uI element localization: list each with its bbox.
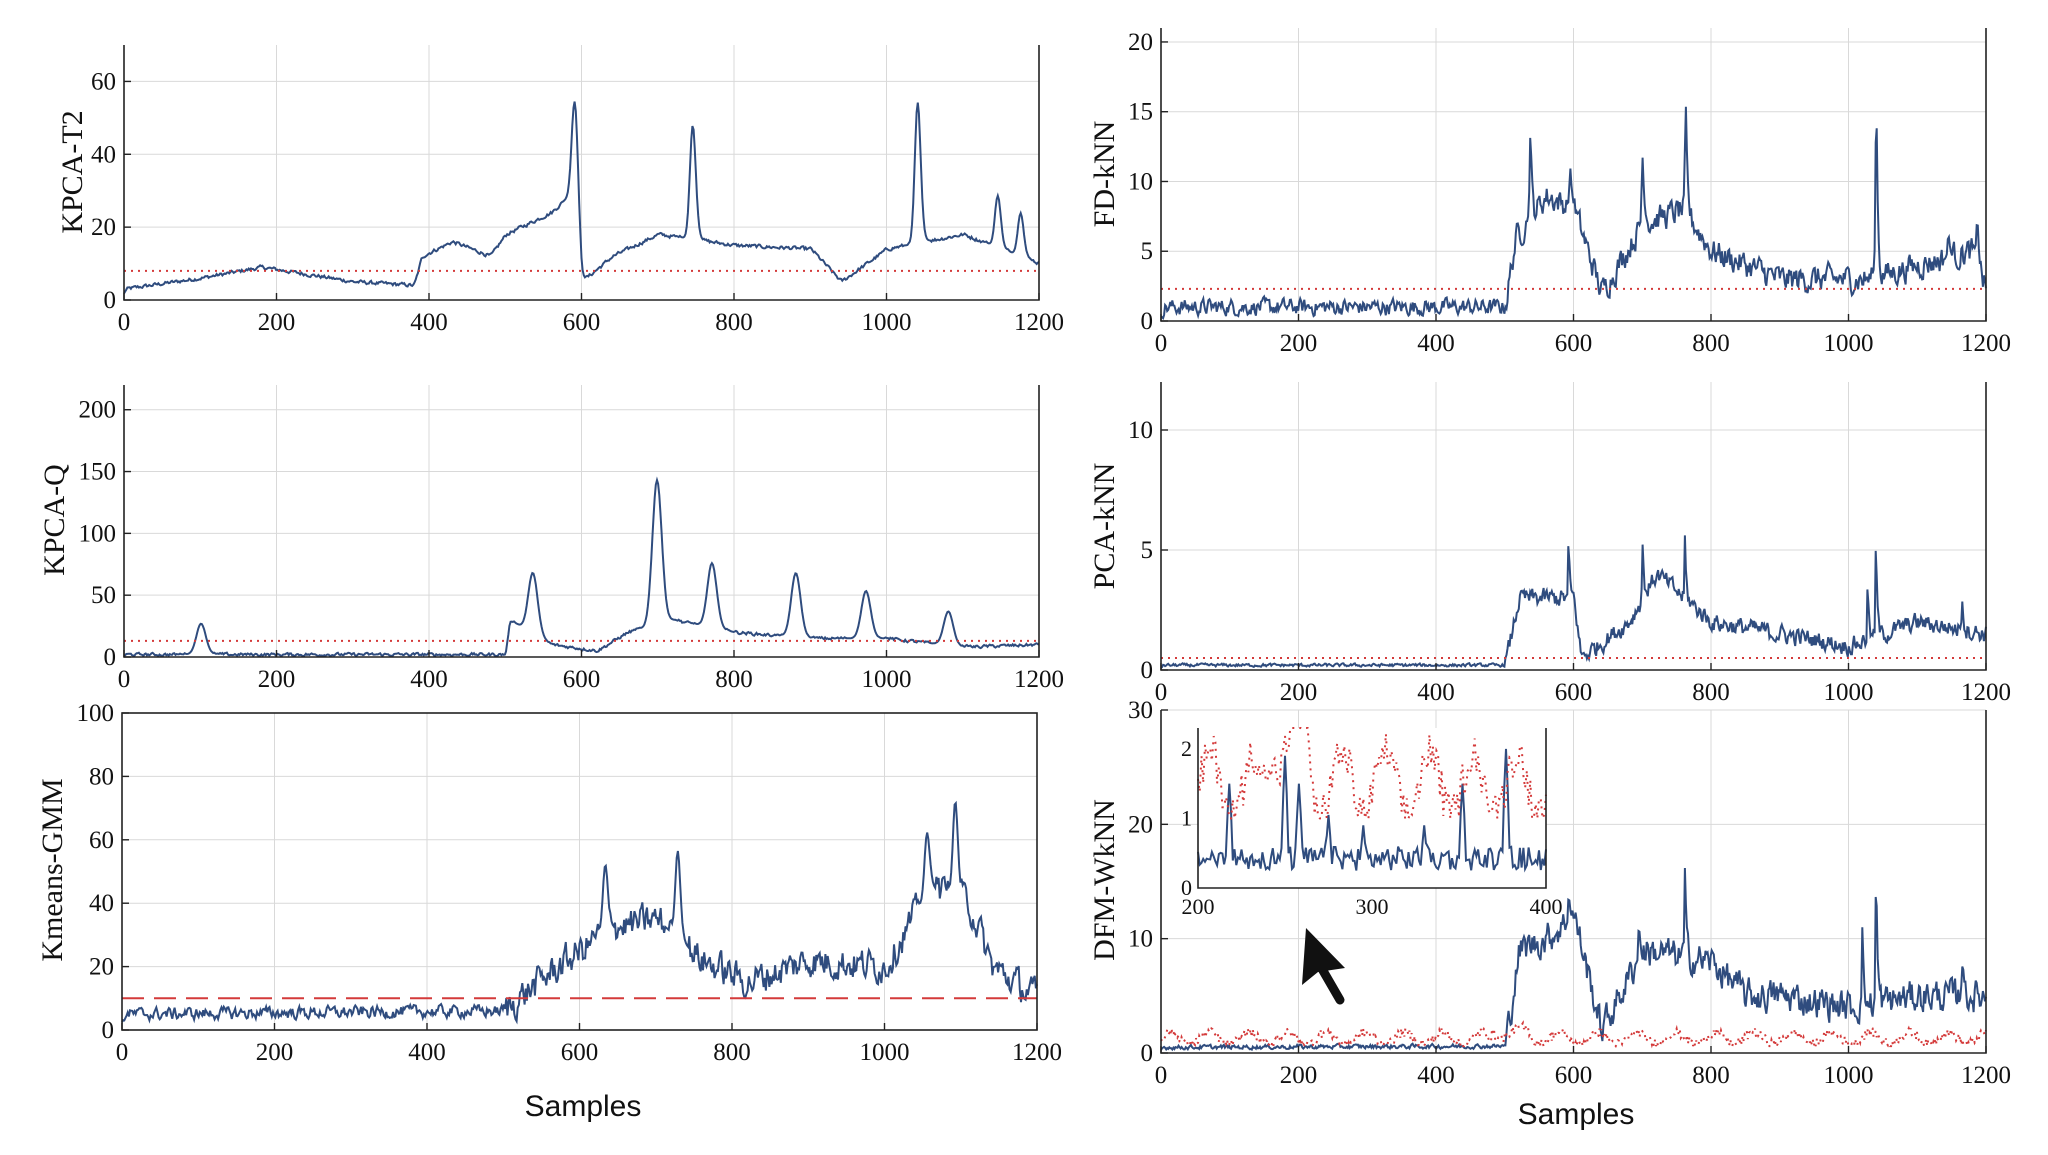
x-tick-label: 0 (118, 309, 131, 336)
y-tick-label: 10 (1128, 417, 1153, 444)
x-tick-label: 600 (1555, 1062, 1593, 1089)
inset-y-tick-label: 1 (1181, 805, 1192, 830)
x-tick-label: 1200 (1961, 330, 2011, 357)
x-tick-label: 1000 (1824, 679, 1874, 706)
ylabel-pca-knn: PCA-kNN (1088, 463, 1121, 590)
x-tick-label: 400 (1417, 330, 1455, 357)
ylabel-kpca-q: KPCA-Q (38, 464, 71, 576)
x-tick-label: 600 (1555, 679, 1593, 706)
y-tick-label: 15 (1128, 99, 1153, 126)
x-tick-label: 800 (713, 1039, 751, 1066)
x-tick-label: 200 (256, 1039, 294, 1066)
series-line (123, 101, 1040, 295)
inset-y-tick-label: 0 (1181, 875, 1192, 900)
y-tick-label: 40 (91, 141, 116, 168)
y-tick-label: 20 (1128, 811, 1153, 838)
chart-kpca-t2: 0 200 400 600 800 1000 1200 0 20 40 60 (91, 45, 1064, 336)
chart-fd-knn: 0 200 400 600 800 1000 1200 0 5 10 15 20 (1128, 28, 2011, 357)
x-tick-label: 800 (715, 666, 753, 693)
x-tick-label: 200 (1280, 330, 1318, 357)
chart-kpca-q: 0 200 400 600 800 1000 1200 0 50 100 150 200 (79, 385, 1064, 693)
y-tick-label: 200 (79, 397, 117, 424)
inset-series-line (1197, 748, 1547, 873)
x-tick-label: 200 (1280, 679, 1318, 706)
chart-kmeans-gmm: 0 200 400 600 800 1000 1200 0 20 40 60 80 100 (77, 700, 1063, 1066)
x-tick-label: 0 (1155, 1062, 1168, 1089)
x-tick-label: 0 (116, 1039, 129, 1066)
inset-x-tick-label: 200 (1182, 894, 1215, 919)
ylabel-kmeans-gmm: Kmeans-GMM (36, 778, 69, 961)
x-tick-label: 1200 (1961, 679, 2011, 706)
x-tick-label: 1200 (1014, 309, 1064, 336)
y-tick-label: 0 (1141, 308, 1154, 335)
x-tick-label: 1200 (1012, 1039, 1062, 1066)
x-tick-label: 600 (1555, 330, 1593, 357)
inset-x-tick-label: 400 (1530, 894, 1563, 919)
x-tick-label: 1000 (1824, 1062, 1874, 1089)
x-tick-label: 400 (408, 1039, 446, 1066)
x-tick-label: 800 (715, 309, 753, 336)
x-tick-label: 200 (258, 666, 296, 693)
series-line (1160, 106, 1987, 321)
x-tick-label: 400 (410, 309, 448, 336)
y-tick-label: 10 (1128, 168, 1153, 195)
y-tick-label: 10 (1128, 926, 1153, 953)
y-tick-label: 20 (1128, 29, 1153, 56)
x-tick-label: 200 (258, 309, 296, 336)
y-tick-label: 20 (91, 214, 116, 241)
x-tick-label: 200 (1280, 1062, 1318, 1089)
ylabel-kpca-t2: KPCA-T2 (56, 110, 89, 233)
x-tick-label: 1000 (862, 309, 912, 336)
x-tick-label: 0 (118, 666, 131, 693)
y-tick-label: 5 (1141, 537, 1154, 564)
inset-y-tick-label: 2 (1181, 736, 1192, 761)
x-tick-label: 800 (1692, 679, 1730, 706)
inset-axis-frame (1197, 728, 1547, 889)
x-tick-label: 400 (1417, 1062, 1455, 1089)
y-tick-label: 0 (104, 644, 117, 671)
ylabel-fd-knn: FD-kNN (1088, 121, 1121, 228)
y-tick-label: 0 (1141, 657, 1154, 684)
y-tick-label: 60 (89, 827, 114, 854)
x-tick-label: 600 (561, 1039, 599, 1066)
x-tick-label: 1200 (1014, 666, 1064, 693)
x-tick-label: 800 (1692, 330, 1730, 357)
ylabel-dfm-wknn: DFM-WkNN (1088, 799, 1121, 961)
x-tick-label: 1000 (860, 1039, 910, 1066)
y-tick-label: 40 (89, 890, 114, 917)
x-tick-label: 0 (1155, 330, 1168, 357)
y-tick-label: 80 (89, 763, 114, 790)
x-tick-label: 1000 (1824, 330, 1874, 357)
y-tick-label: 100 (77, 700, 115, 727)
y-tick-label: 150 (79, 459, 117, 486)
y-tick-label: 5 (1141, 238, 1154, 265)
y-tick-label: 50 (91, 582, 116, 609)
x-tick-label: 1000 (862, 666, 912, 693)
threshold-line (1160, 1020, 1987, 1050)
chart-pca-knn: 0 200 400 600 800 1000 1200 0 5 10 (1128, 382, 2011, 706)
y-tick-label: 0 (102, 1017, 115, 1044)
arrow-icon (1302, 928, 1345, 1005)
y-tick-label: 30 (1128, 697, 1153, 724)
xlabel-left: Samples (525, 1090, 642, 1123)
x-tick-label: 600 (563, 309, 601, 336)
y-tick-label: 0 (1141, 1040, 1154, 1067)
x-tick-label: 800 (1692, 1062, 1730, 1089)
y-tick-label: 20 (89, 954, 114, 981)
series-line (121, 800, 1038, 1025)
x-tick-label: 600 (563, 666, 601, 693)
x-tick-label: 400 (1417, 679, 1455, 706)
x-tick-label: 0 (1155, 679, 1168, 706)
y-tick-label: 60 (91, 68, 116, 95)
xlabel-right: Samples (1518, 1098, 1635, 1131)
y-tick-label: 0 (104, 287, 117, 314)
y-tick-label: 100 (79, 520, 117, 547)
x-tick-label: 1200 (1961, 1062, 2011, 1089)
inset-x-tick-label: 300 (1356, 894, 1389, 919)
dfm-wknn-inset: 200 300 400 0 1 2 (1181, 727, 1563, 919)
x-tick-label: 400 (410, 666, 448, 693)
